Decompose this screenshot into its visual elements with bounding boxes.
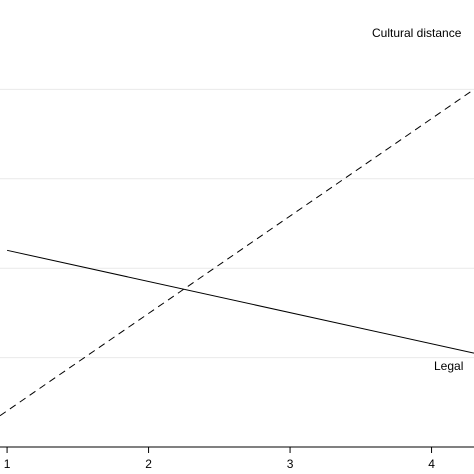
series-labels: Cultural distance Legal bbox=[372, 26, 463, 373]
grid bbox=[0, 88, 474, 359]
series-line-cultural-distance bbox=[0, 88, 474, 417]
series-lines bbox=[0, 88, 474, 417]
x-tick-label-2: 2 bbox=[145, 457, 152, 471]
series-line-legal bbox=[6, 249, 474, 354]
x-tick-label-1: 1 bbox=[4, 457, 11, 471]
series-label-1: Legal bbox=[434, 359, 463, 373]
x-axis-ticks: 1 2 3 4 bbox=[4, 447, 435, 471]
x-tick-label-4: 4 bbox=[428, 457, 435, 471]
x-tick-label-3: 3 bbox=[287, 457, 294, 471]
series-label-0: Cultural distance bbox=[372, 26, 462, 40]
